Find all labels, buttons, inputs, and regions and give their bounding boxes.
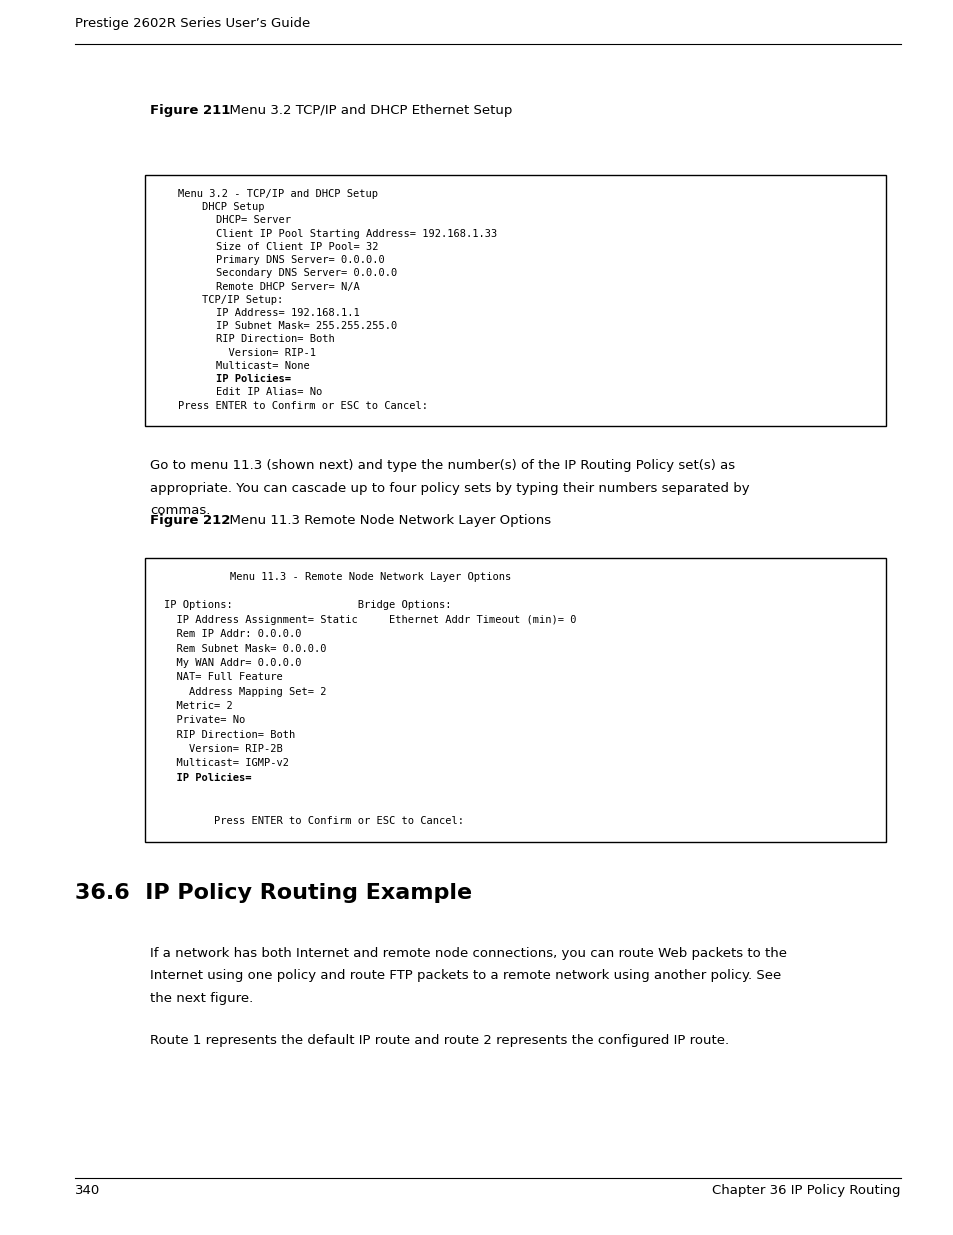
Text: Primary DNS Server= 0.0.0.0: Primary DNS Server= 0.0.0.0 [215,256,384,266]
Text: Secondary DNS Server= 0.0.0.0: Secondary DNS Server= 0.0.0.0 [215,268,396,278]
Text: Rem IP Addr: 0.0.0.0: Rem IP Addr: 0.0.0.0 [164,629,301,640]
Text: Multicast= None: Multicast= None [215,361,309,370]
Text: Press ENTER to Confirm or ESC to Cancel:: Press ENTER to Confirm or ESC to Cancel: [178,400,428,410]
Text: IP Subnet Mask= 255.255.255.0: IP Subnet Mask= 255.255.255.0 [215,321,396,331]
Text: Version= RIP-2B: Version= RIP-2B [164,743,283,753]
Text: Menu 3.2 - TCP/IP and DHCP Setup: Menu 3.2 - TCP/IP and DHCP Setup [178,189,377,199]
Text: Figure 211: Figure 211 [150,104,231,117]
Text: Client IP Pool Starting Address= 192.168.1.33: Client IP Pool Starting Address= 192.168… [215,228,497,238]
Text: DHCP= Server: DHCP= Server [215,215,291,226]
Text: Edit IP Alias= No: Edit IP Alias= No [215,388,322,398]
FancyBboxPatch shape [145,175,885,426]
Text: TCP/IP Setup:: TCP/IP Setup: [201,295,283,305]
Text: Private= No: Private= No [164,715,245,725]
Text: Internet using one policy and route FTP packets to a remote network using anothe: Internet using one policy and route FTP … [150,969,781,983]
Text: DHCP Setup: DHCP Setup [201,203,264,212]
Text: IP Address= 192.168.1.1: IP Address= 192.168.1.1 [215,308,359,317]
Text: 36.6  IP Policy Routing Example: 36.6 IP Policy Routing Example [75,883,472,903]
Text: the next figure.: the next figure. [150,992,253,1005]
Text: Rem Subnet Mask= 0.0.0.0: Rem Subnet Mask= 0.0.0.0 [164,643,326,653]
Text: Remote DHCP Server= N/A: Remote DHCP Server= N/A [215,282,359,291]
Text: Address Mapping Set= 2: Address Mapping Set= 2 [164,687,326,697]
Text: My WAN Addr= 0.0.0.0: My WAN Addr= 0.0.0.0 [164,658,301,668]
Text: Route 1 represents the default IP route and route 2 represents the configured IP: Route 1 represents the default IP route … [150,1034,728,1047]
Text: Press ENTER to Confirm or ESC to Cancel:: Press ENTER to Confirm or ESC to Cancel: [164,815,464,825]
Text: Metric= 2: Metric= 2 [164,701,233,711]
Text: Go to menu 11.3 (shown next) and type the number(s) of the IP Routing Policy set: Go to menu 11.3 (shown next) and type th… [150,459,735,473]
Text: Version= RIP-1: Version= RIP-1 [215,347,315,358]
Text: Size of Client IP Pool= 32: Size of Client IP Pool= 32 [215,242,377,252]
Text: Menu 11.3 Remote Node Network Layer Options: Menu 11.3 Remote Node Network Layer Opti… [221,514,551,527]
FancyBboxPatch shape [145,558,885,842]
Text: IP Policies=: IP Policies= [164,773,252,783]
Text: appropriate. You can cascade up to four policy sets by typing their numbers sepa: appropriate. You can cascade up to four … [150,482,749,495]
Text: IP Policies=: IP Policies= [215,374,291,384]
Text: commas.: commas. [150,504,211,517]
Text: Chapter 36 IP Policy Routing: Chapter 36 IP Policy Routing [711,1184,900,1198]
Text: Menu 11.3 - Remote Node Network Layer Options: Menu 11.3 - Remote Node Network Layer Op… [230,572,511,582]
Text: Menu 3.2 TCP/IP and DHCP Ethernet Setup: Menu 3.2 TCP/IP and DHCP Ethernet Setup [221,104,512,117]
Text: Figure 212: Figure 212 [150,514,231,527]
Text: Multicast= IGMP-v2: Multicast= IGMP-v2 [164,758,289,768]
Text: RIP Direction= Both: RIP Direction= Both [164,730,295,740]
Text: RIP Direction= Both: RIP Direction= Both [215,335,335,345]
Text: Prestige 2602R Series User’s Guide: Prestige 2602R Series User’s Guide [75,16,310,30]
Text: 340: 340 [75,1184,100,1198]
Text: IP Options:                    Bridge Options:: IP Options: Bridge Options: [164,600,451,610]
Text: NAT= Full Feature: NAT= Full Feature [164,672,283,682]
Text: If a network has both Internet and remote node connections, you can route Web pa: If a network has both Internet and remot… [150,947,786,961]
Text: IP Address Assignment= Static     Ethernet Addr Timeout (min)= 0: IP Address Assignment= Static Ethernet A… [164,615,576,625]
